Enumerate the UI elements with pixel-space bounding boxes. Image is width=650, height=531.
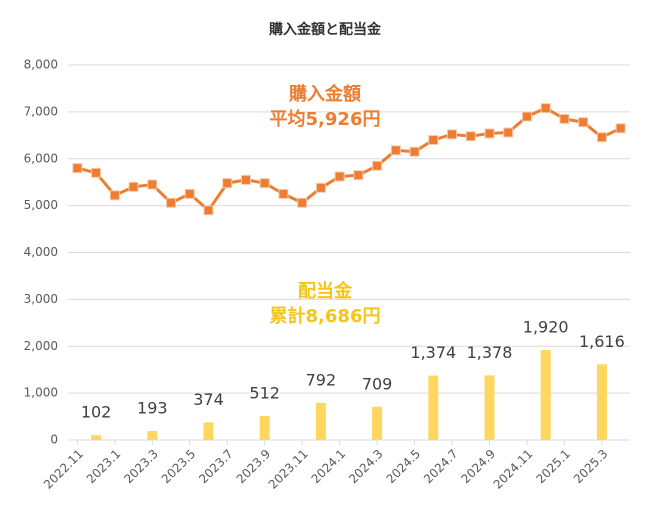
marker <box>91 167 102 178</box>
bar <box>315 402 326 440</box>
data-label: 1,616 <box>579 332 625 351</box>
y-tick-label: 5,000 <box>24 198 58 212</box>
data-label: 1,378 <box>467 343 513 362</box>
annotation: 配当金 <box>298 280 353 302</box>
x-tick-label: 2024.7 <box>421 447 461 487</box>
marker <box>615 123 626 134</box>
marker <box>409 146 420 157</box>
y-tick-label: 7,000 <box>24 104 58 118</box>
x-tick-label: 2024.1 <box>309 447 349 487</box>
x-tick-label: 2024.11 <box>491 447 536 492</box>
marker <box>503 127 514 138</box>
y-tick-label: 8,000 <box>24 58 58 72</box>
marker <box>596 132 607 143</box>
bar <box>484 375 495 440</box>
marker <box>259 178 270 189</box>
marker <box>390 145 401 156</box>
marker <box>315 182 326 193</box>
marker <box>447 129 458 140</box>
y-tick-label: 4,000 <box>24 245 58 259</box>
annotation: 購入金額 <box>288 83 361 105</box>
data-label: 1,920 <box>523 318 569 337</box>
marker <box>521 111 532 122</box>
chart-title: 購入金額と配当金 <box>268 21 382 38</box>
x-tick-label: 2025.1 <box>533 447 573 487</box>
marker <box>166 197 177 208</box>
x-tick-label: 2025.3 <box>571 447 611 487</box>
y-tick-label: 0 <box>50 433 58 447</box>
x-tick-label: 2024.3 <box>346 447 386 487</box>
y-tick-label: 3,000 <box>24 292 58 306</box>
data-label: 374 <box>193 390 224 409</box>
bar <box>596 364 607 440</box>
marker <box>353 170 364 181</box>
bar <box>203 422 214 440</box>
data-label: 512 <box>249 384 280 403</box>
y-tick-label: 6,000 <box>24 151 58 165</box>
marker <box>465 131 476 142</box>
bar <box>259 416 270 440</box>
marker <box>559 113 570 124</box>
marker <box>109 190 120 201</box>
y-tick-label: 2,000 <box>24 339 58 353</box>
data-label: 709 <box>362 374 393 393</box>
bar <box>91 435 102 440</box>
marker <box>222 178 233 189</box>
marker <box>278 188 289 199</box>
marker <box>147 179 158 190</box>
marker <box>334 171 345 182</box>
annotation: 平均5,926円 <box>270 108 381 130</box>
marker <box>540 103 551 114</box>
marker <box>428 135 439 145</box>
y-tick-label: 1,000 <box>24 386 58 400</box>
marker <box>484 128 495 139</box>
x-tick-label: 2023.11 <box>266 447 311 492</box>
marker <box>297 197 308 208</box>
marker <box>240 174 251 185</box>
marker <box>128 181 139 192</box>
data-label: 193 <box>137 398 168 417</box>
bar <box>147 430 158 440</box>
marker <box>203 205 214 216</box>
bar <box>428 375 439 440</box>
marker <box>72 163 83 174</box>
x-tick-label: 2023.5 <box>159 447 199 487</box>
data-label: 102 <box>81 403 112 422</box>
marker <box>372 160 383 171</box>
bar <box>540 350 551 440</box>
x-tick-label: 2023.1 <box>84 447 124 487</box>
marker <box>578 117 589 128</box>
annotation: 累計8,686円 <box>270 305 381 327</box>
x-tick-label: 2024.5 <box>384 447 424 487</box>
x-tick-label: 2023.7 <box>196 447 236 487</box>
marker <box>184 188 195 199</box>
data-label: 792 <box>306 370 337 389</box>
data-label: 1,374 <box>410 343 456 362</box>
x-tick-label: 2022.11 <box>41 447 86 492</box>
x-tick-label: 2023.3 <box>121 447 161 487</box>
bar <box>372 406 383 440</box>
